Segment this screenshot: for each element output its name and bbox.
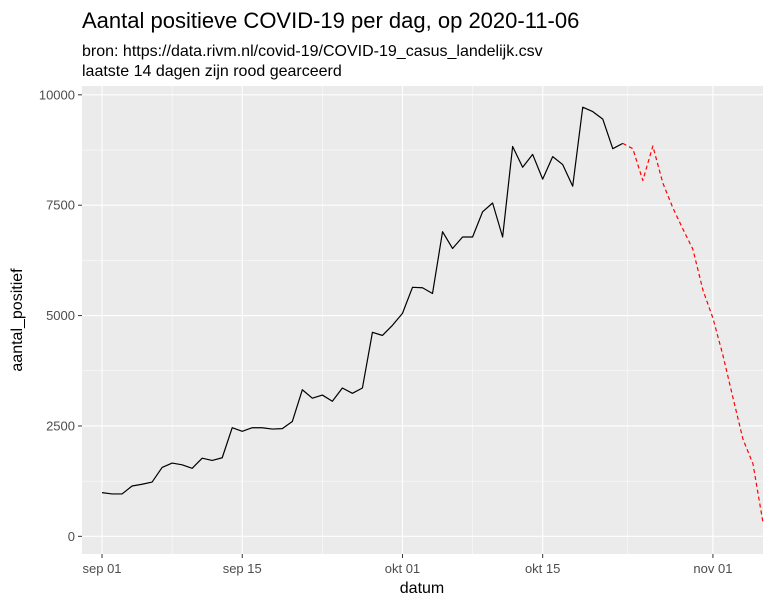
y-axis: 0 2500 5000 7500 10000 bbox=[39, 87, 82, 544]
grid-major bbox=[82, 86, 763, 554]
y-tick-label: 2500 bbox=[46, 418, 75, 433]
chart-subtitle-note: laatste 14 dagen zijn rood gearceerd bbox=[82, 63, 342, 80]
series-layer bbox=[101, 106, 764, 523]
x-tick-label: sep 01 bbox=[83, 561, 122, 576]
y-tick-label: 5000 bbox=[46, 308, 75, 323]
series-line-recent bbox=[622, 142, 764, 523]
x-tick-label: sep 15 bbox=[223, 561, 262, 576]
x-tick-label: okt 01 bbox=[385, 561, 420, 576]
y-tick-label: 7500 bbox=[46, 198, 75, 213]
x-axis: sep 01 sep 15 okt 01 okt 15 nov 01 bbox=[83, 554, 732, 576]
chart-title: Aantal positieve COVID-19 per dag, op 20… bbox=[82, 8, 579, 33]
y-tick-label: 10000 bbox=[39, 87, 75, 102]
x-tick-label: nov 01 bbox=[693, 561, 732, 576]
plot-panel bbox=[82, 86, 763, 554]
x-tick-label: okt 15 bbox=[525, 561, 560, 576]
y-tick-label: 0 bbox=[68, 529, 75, 544]
grid-minor bbox=[82, 86, 763, 554]
series-line-history bbox=[101, 106, 624, 495]
y-axis-title: aantal_positief bbox=[9, 268, 26, 372]
chart-subtitle-source: bron: https://data.rivm.nl/covid-19/COVI… bbox=[82, 43, 543, 60]
x-axis-title: datum bbox=[400, 580, 444, 597]
